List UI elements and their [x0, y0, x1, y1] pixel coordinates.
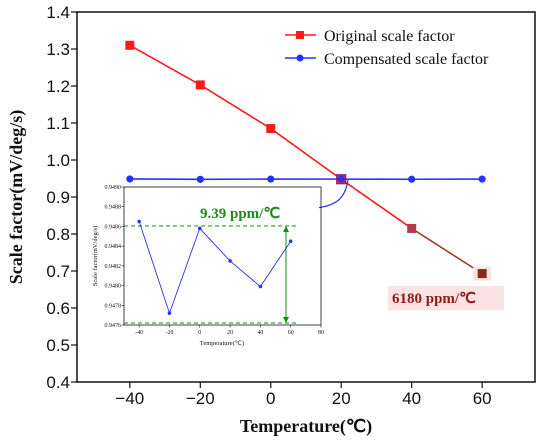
original-series-segment	[199, 84, 272, 130]
y-tick-label: 0.9	[46, 188, 70, 207]
inset-y-tick-label: 0.9488	[105, 205, 122, 211]
original-point	[195, 80, 205, 90]
inset-y-tick-label: 0.9486	[105, 224, 122, 230]
compensated-point	[126, 175, 134, 183]
crossover-marker	[336, 174, 347, 185]
inset-y-tick-label: 0.9490	[105, 185, 122, 191]
inset-x-tick-label: 0	[198, 330, 201, 336]
inset-x-tick-label: 40	[257, 330, 263, 336]
y-tick-label: 1.3	[46, 40, 70, 59]
x-tick-label: 60	[473, 389, 492, 408]
inset-y-tick-label: 0.9476	[105, 323, 122, 329]
y-tick-label: 0.7	[46, 262, 70, 281]
original-point	[125, 40, 135, 50]
compensated-point	[408, 175, 416, 183]
legend-label-compensated: Compensated scale factor	[324, 51, 489, 68]
inset-x-tick-label: 80	[318, 330, 324, 336]
legend-marker-compensated	[296, 54, 304, 62]
inset-y-tick-label: 0.9478	[105, 303, 122, 309]
y-tick-label: 0.5	[46, 336, 70, 355]
inset-y-tick-label: 0.9480	[105, 284, 122, 290]
inset-frame	[123, 186, 322, 326]
original-drift-label-highlight	[388, 286, 504, 310]
inset-x-tick-label: 20	[227, 330, 233, 336]
inset-point	[167, 311, 172, 315]
compensated-point	[478, 175, 486, 183]
main-series-layer	[125, 40, 492, 281]
legend: Original scale factor Compensated scale …	[285, 28, 489, 68]
inset-point	[228, 259, 232, 263]
original-point	[407, 223, 417, 233]
y-tick-label: 1.1	[46, 114, 70, 133]
x-axis-title: Temperature(℃)	[240, 416, 372, 437]
x-tick-label: −20	[186, 389, 215, 408]
legend-label-original: Original scale factor	[324, 28, 455, 45]
inset-x-tick-label: 60	[288, 330, 294, 336]
compensated-drift-label: 9.39 ppm/℃	[200, 206, 280, 222]
x-tick-label: 20	[332, 389, 351, 408]
inset-point	[197, 226, 202, 231]
original-point	[477, 269, 487, 279]
y-tick-label: 0.4	[46, 373, 70, 392]
y-axis-title: Scale factor(mV/deg/s)	[6, 110, 27, 284]
inset-series-layer	[137, 219, 293, 315]
inset-y-tick-label: 0.9484	[105, 244, 122, 250]
inset-y-tick-label: 0.9482	[105, 264, 122, 270]
inset-range-arrowhead-top	[283, 226, 289, 232]
y-tick-label: 1.4	[46, 3, 70, 22]
inset-range-arrowhead-bottom	[283, 317, 289, 323]
legend-marker-original	[296, 31, 304, 39]
inset-point	[288, 239, 293, 244]
x-tick-label: 0	[266, 389, 275, 408]
original-point	[266, 124, 276, 134]
inset-point	[258, 284, 263, 289]
original-series-segment	[129, 44, 201, 86]
compensated-point	[337, 175, 345, 183]
inset-ticks: -40 -20 0 20 40 60 80 0.9476 0.9478 0.9480 0.9482 0…	[105, 185, 325, 336]
inset-series-line	[138, 221, 292, 315]
inset-x-axis-title: Temperature(℃)	[200, 340, 244, 347]
y-tick-label: 0.8	[46, 225, 70, 244]
x-tick-label: 40	[402, 389, 421, 408]
y-tick-label: 1.2	[46, 77, 70, 96]
main-ticks: −40 −20 0 20 40 60 0.4 0.5 0.6 0.7 0.8 0.9 1.0 1.1 1.2…	[46, 3, 491, 408]
original-series-segment	[270, 127, 342, 180]
y-tick-label: 0.6	[46, 299, 70, 318]
original-drift-label: 6180 ppm/℃	[392, 291, 476, 307]
y-tick-label: 1.0	[46, 151, 70, 170]
x-tick-label: −40	[115, 389, 144, 408]
inset-x-tick-label: -20	[165, 330, 173, 336]
compensated-point	[267, 175, 275, 183]
inset-x-tick-label: -40	[135, 330, 143, 336]
inset-y-axis-title: Scale factor(mV/deg/s)	[92, 226, 99, 286]
original-series-segment	[411, 227, 483, 275]
inset-point	[137, 219, 141, 224]
compensated-point	[196, 175, 204, 183]
inset-background	[87, 183, 319, 347]
original-series-segment	[340, 178, 413, 230]
inset-plot: -40 -20 0 20 40 60 80 0.9476 0.9478 0.9480 0.9482 0…	[87, 183, 324, 347]
